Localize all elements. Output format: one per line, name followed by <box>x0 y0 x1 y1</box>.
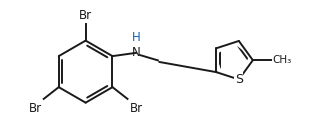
Text: Br: Br <box>79 9 92 22</box>
Text: Br: Br <box>29 102 42 115</box>
Text: H: H <box>132 31 140 44</box>
Text: N: N <box>132 46 140 59</box>
Text: Br: Br <box>130 102 143 115</box>
Text: S: S <box>235 73 243 86</box>
Text: CH₃: CH₃ <box>272 55 291 65</box>
